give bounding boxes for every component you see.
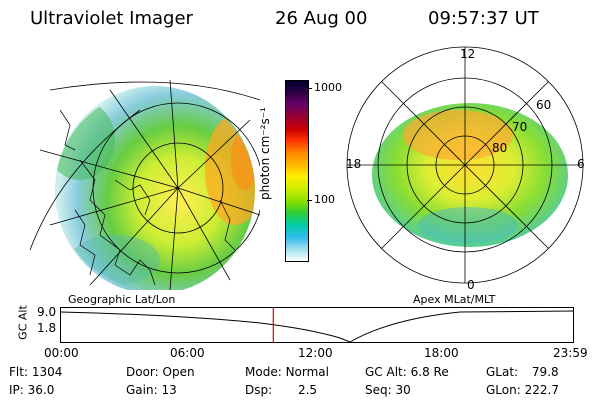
mlt-label-0: 0 <box>467 278 475 292</box>
timeline-xtick-1200: 12:00 <box>298 346 333 360</box>
ip-label: IP: <box>9 383 24 397</box>
timeline-xtick-1800: 18:00 <box>424 346 459 360</box>
glon-label: GLon: <box>486 383 521 397</box>
colorbar-tick-100-mark <box>307 200 312 201</box>
timeline-xtick-0000: 00:00 <box>44 346 79 360</box>
seq-label: Seq: <box>365 383 392 397</box>
dsp-value: 2.5 <box>297 383 318 397</box>
ip-value: 36.0 <box>27 383 55 397</box>
timeline-chart[interactable] <box>60 307 574 343</box>
glon-value: 222.7 <box>524 383 559 397</box>
gain-label: Gain: <box>126 383 158 397</box>
polar-map <box>346 46 584 284</box>
timeline-xtick-2359: 23:59 <box>553 346 588 360</box>
glat-label: GLat: <box>486 365 519 379</box>
timeline-ytick-9: 9.0 <box>37 305 57 319</box>
mlt-label-6: 6 <box>577 157 585 171</box>
app-title: Ultraviolet Imager <box>30 8 193 29</box>
lat-label-80: 80 <box>492 141 508 155</box>
glat-value: 79.8 <box>531 365 559 379</box>
info-door: Door: Open <box>126 365 195 379</box>
mode-value: Normal <box>285 365 329 379</box>
colorbar-tick-1000-mark <box>307 88 312 89</box>
timeline-ytick-1.8: 1.8 <box>37 321 57 335</box>
polar-aurora-low <box>418 207 518 243</box>
color-bar <box>285 80 309 262</box>
mode-label: Mode: <box>245 365 282 379</box>
timeline-xtick-0600: 06:00 <box>170 346 205 360</box>
lat-label-60: 60 <box>536 98 552 112</box>
flt-label: Flt: <box>9 365 28 379</box>
door-label: Door: <box>126 365 159 379</box>
dsp-label: Dsp: <box>245 383 273 397</box>
info-flt: Flt: 1304 <box>9 365 62 379</box>
geographic-map <box>29 79 260 290</box>
colorbar-unit-label: photon cm⁻²s⁻¹ <box>258 107 272 200</box>
info-mode: Mode: Normal <box>245 365 329 379</box>
lat-label-70: 70 <box>512 120 528 134</box>
door-value: Open <box>162 365 195 379</box>
polar-aurora-peak <box>403 110 513 160</box>
gcalt-value: 6.8 Re <box>410 365 449 379</box>
flt-value: 1304 <box>31 365 63 379</box>
gain-value: 13 <box>161 383 177 397</box>
mlt-label-12: 12 <box>460 47 476 61</box>
gcalt-label: GC Alt: <box>365 365 407 379</box>
info-ip: IP: 36.0 <box>9 383 54 397</box>
colorbar-tick-100: 100 <box>314 193 335 206</box>
info-gain: Gain: 13 <box>126 383 177 397</box>
colorbar-tick-1000: 1000 <box>314 81 342 94</box>
time-label: 09:57:37 UT <box>428 8 539 29</box>
mlt-label-18: 18 <box>346 157 362 171</box>
geo-map-caption: Geographic Lat/Lon <box>68 293 176 306</box>
info-gcalt: GC Alt: 6.8 Re <box>365 365 449 379</box>
info-seq: Seq: 30 <box>365 383 411 397</box>
timeline-axis-label: GC Alt <box>16 305 30 340</box>
polar-map-caption: Apex MLat/MLT <box>413 293 496 306</box>
info-glon: GLon: 222.7 <box>486 383 559 397</box>
seq-value: 30 <box>395 383 411 397</box>
info-dsp: Dsp: 2.5 <box>245 383 317 397</box>
geo-coastlines <box>59 109 236 286</box>
altitude-curve <box>60 310 574 343</box>
date-label: 26 Aug 00 <box>275 8 368 29</box>
polar-grid <box>346 46 584 284</box>
info-glat: GLat: 79.8 <box>486 365 559 379</box>
